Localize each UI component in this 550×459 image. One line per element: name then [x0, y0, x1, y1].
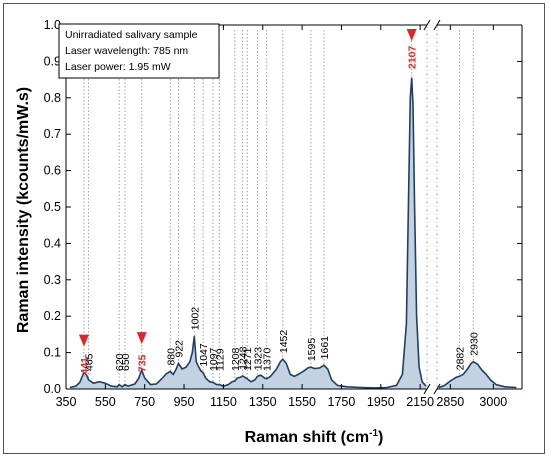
peak-label-650: 650 — [120, 353, 132, 371]
axis-break-gap-0 — [427, 387, 437, 391]
x-tick-label-1: 550 — [95, 395, 116, 409]
spectrum-area-a — [69, 77, 427, 390]
axis-break-gap-1 — [427, 23, 437, 27]
peak-label-1129: 1129 — [214, 348, 226, 371]
highlight-arrow-441 — [78, 334, 89, 347]
y-axis-title: Raman intensity (kcounts/mW.s) — [15, 87, 32, 333]
x-tick-label-5: 1350 — [249, 395, 277, 409]
peak-label-2882: 2882 — [455, 347, 467, 371]
axis-break-slash-0b — [433, 383, 441, 395]
peak-label-2107: 2107 — [407, 45, 419, 69]
peak-label-922: 922 — [174, 340, 186, 358]
annotation-line-3: Laser power: 1.95 mW — [65, 61, 171, 73]
axis-break-slash-1a — [423, 19, 431, 31]
y-tick-label-8: 0.8 — [44, 91, 61, 105]
peak-label-1097: 1097 — [208, 347, 220, 371]
annotation-box-border — [58, 23, 220, 79]
y-tick-label-1: 0.1 — [44, 346, 61, 360]
peak-label-1452: 1452 — [278, 330, 290, 354]
y-tick-label-9: 0.9 — [44, 54, 61, 68]
y-tick-label-7: 0.7 — [44, 127, 61, 141]
axis-break-slash-0a — [423, 383, 431, 395]
peak-label-441: 441 — [79, 357, 91, 375]
peak-label-1595: 1595 — [306, 338, 318, 362]
y-tick-label-4: 0.4 — [44, 236, 61, 250]
spectrum-line-a — [69, 77, 427, 389]
x-axis-title: Raman shift (cm-1) — [245, 428, 384, 446]
x-tick-label-2: 750 — [134, 395, 155, 409]
x-tick-label-9: 2150 — [406, 395, 434, 409]
peak-label-1047: 1047 — [198, 343, 210, 367]
peak-label-465: 465 — [84, 353, 96, 371]
peak-label-1370: 1370 — [262, 347, 274, 371]
peak-label-1208: 1208 — [230, 347, 242, 371]
x-tick-label-10: 2850 — [436, 395, 464, 409]
peak-label-620: 620 — [114, 353, 126, 371]
peak-label-1661: 1661 — [319, 336, 331, 360]
peak-label-1248: 1248 — [238, 346, 250, 370]
peak-label-1002: 1002 — [189, 307, 201, 331]
annotation-line-2: Laser wavelength: 785 nm — [65, 45, 188, 57]
peak-label-1323: 1323 — [252, 347, 264, 371]
x-tick-label-6: 1550 — [288, 395, 316, 409]
tick-labels: 0.0 0.1 0.2 0.3 0.4 0.5 0.6 0.7 0.8 0.9 1.0 350 550 7… — [44, 18, 522, 409]
peak-label-2930: 2930 — [468, 332, 480, 356]
spectrum-line-b — [438, 360, 517, 389]
x-tick-label-11: 3000 — [479, 395, 507, 409]
peak-label-1271: 1271 — [242, 347, 254, 371]
spectrum-area-b — [438, 361, 517, 389]
figure-frame: 441 465 620 650 735 880 922 1002 1047 1097 1129 120… — [3, 3, 545, 454]
x-tick-label-8: 1950 — [367, 395, 395, 409]
annotation-box: Unirradiated salivary sample Laser wavel… — [58, 23, 220, 79]
x-tick-label-7: 1750 — [328, 395, 356, 409]
highlight-arrow-735 — [136, 332, 147, 345]
x-tick-label-0: 350 — [56, 395, 77, 409]
peak-label-735: 735 — [137, 354, 149, 372]
y-tick-label-10: 1.0 — [44, 18, 61, 32]
axis-break-slash-1b — [433, 19, 441, 31]
x-tick-label-3: 950 — [174, 395, 195, 409]
annotation-line-1: Unirradiated salivary sample — [65, 29, 198, 41]
x-tick-label-4: 1150 — [210, 395, 237, 409]
y-tick-label-3: 0.3 — [44, 273, 61, 287]
y-tick-label-2: 0.2 — [44, 309, 61, 323]
y-tick-label-6: 0.6 — [44, 164, 61, 178]
y-tick-label-5: 0.5 — [44, 200, 61, 214]
spectrum-series — [69, 77, 517, 390]
highlight-arrow-2107 — [406, 29, 417, 41]
y-tick-label-0: 0.0 — [44, 382, 61, 396]
peak-label-880: 880 — [165, 348, 177, 366]
